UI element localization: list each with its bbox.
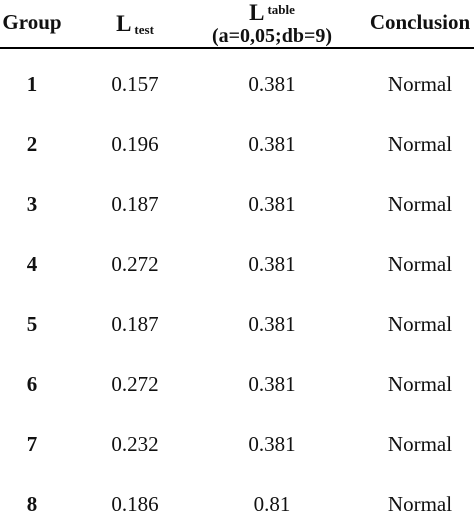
cell-conclusion: Normal bbox=[387, 492, 453, 516]
cell-conclusion: Normal bbox=[387, 432, 453, 456]
cell-l-table: 0.81 bbox=[253, 492, 291, 516]
cell-l-test: 0.232 bbox=[111, 432, 159, 456]
cell-group: 7 bbox=[26, 432, 38, 456]
cell-l-table: 0.381 bbox=[248, 132, 296, 156]
cell-l-test: 0.272 bbox=[111, 372, 159, 396]
header-conclusion: Conclusion bbox=[369, 10, 471, 34]
cell-l-test: 0.157 bbox=[111, 72, 159, 96]
cell-l-table: 0.381 bbox=[248, 252, 296, 276]
cell-l-test: 0.187 bbox=[111, 312, 159, 336]
cell-conclusion: Normal bbox=[387, 372, 453, 396]
cell-conclusion: Normal bbox=[387, 312, 453, 336]
header-group: Group bbox=[2, 10, 62, 34]
cell-l-table: 0.381 bbox=[248, 432, 296, 456]
cell-l-test: 0.272 bbox=[111, 252, 159, 276]
cell-conclusion: Normal bbox=[387, 132, 453, 156]
cell-conclusion: Normal bbox=[387, 72, 453, 96]
cell-group: 4 bbox=[26, 252, 38, 276]
header-l-table-params: (a=0,05;db=9) bbox=[211, 25, 333, 48]
header-l-test-main: L bbox=[116, 11, 132, 36]
cell-l-table: 0.381 bbox=[248, 192, 296, 216]
cell-conclusion: Normal bbox=[387, 252, 453, 276]
cell-group: 8 bbox=[26, 492, 38, 516]
cell-l-test: 0.186 bbox=[111, 492, 159, 516]
cell-group: 2 bbox=[26, 132, 38, 156]
cell-group: 5 bbox=[26, 312, 38, 336]
header-l-table-main: L bbox=[249, 0, 265, 25]
cell-l-table: 0.381 bbox=[248, 372, 296, 396]
header-rule bbox=[0, 47, 474, 49]
cell-group: 6 bbox=[26, 372, 38, 396]
header-l-table-sub: table bbox=[267, 2, 295, 17]
cell-l-table: 0.381 bbox=[248, 72, 296, 96]
cell-group: 3 bbox=[26, 192, 38, 216]
header-l-test-sub: test bbox=[134, 22, 154, 37]
cell-l-test: 0.196 bbox=[111, 132, 159, 156]
cell-l-table: 0.381 bbox=[248, 312, 296, 336]
cell-conclusion: Normal bbox=[387, 192, 453, 216]
cell-group: 1 bbox=[26, 72, 38, 96]
cell-l-test: 0.187 bbox=[111, 192, 159, 216]
